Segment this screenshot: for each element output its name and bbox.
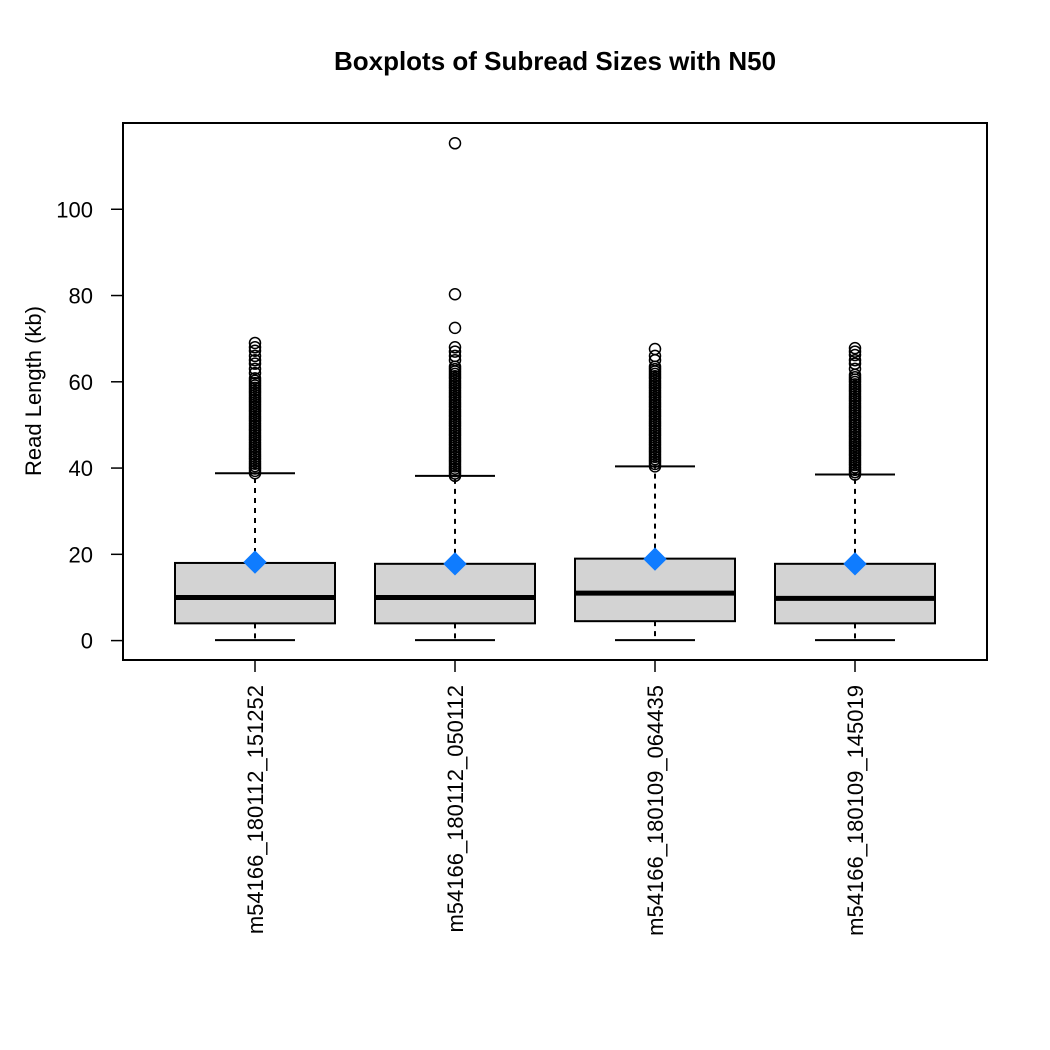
outlier-point [648,342,662,356]
outlier-point [848,348,862,362]
y-tick-label: 20 [69,542,93,567]
outlier-point [248,366,262,380]
outlier-point [448,353,462,367]
y-tick-label: 40 [69,456,93,481]
x-tick-label: m54166_180112_151252 [243,685,268,934]
x-axis: m54166_180112_151252 m54166_180112_050112… [243,660,868,936]
outlier-point [248,341,262,354]
outlier-point [248,344,262,357]
chart-title: Boxplots of Subread Sizes with N50 [334,46,776,76]
outlier-point [448,341,462,354]
n50-marker [843,552,867,576]
outlier-point [848,341,862,355]
outlier-point [448,321,462,335]
box-group [774,341,936,642]
x-tick-label: m54166_180109_064435 [643,685,668,936]
box-group [374,137,536,642]
outlier-point [248,349,262,363]
outlier-point [448,137,462,150]
outlier-point [448,349,462,363]
n50-marker [643,547,667,571]
outlier-point [648,349,662,363]
n50-marker [243,550,267,574]
y-tick-label: 0 [81,629,93,654]
outlier-point [848,362,862,376]
y-axis-label: Read Length (kb) [21,306,46,476]
outlier-point [248,362,262,376]
y-axis: 0 20 40 60 80 100 [56,197,124,654]
outlier-point [448,345,462,358]
outlier-point [248,357,262,370]
x-tick-label: m54166_180112_050112 [443,685,468,933]
box-group [174,336,336,642]
outlier-point [848,353,862,367]
box-group [574,342,736,642]
y-tick-label: 60 [69,370,93,395]
y-tick-label: 80 [69,284,93,309]
y-tick-label: 100 [56,197,93,222]
outlier-point [848,357,862,370]
x-tick-label: m54166_180109_145019 [843,685,868,936]
outlier-point [248,353,262,367]
outlier-point [248,372,262,385]
outlier-point [448,287,462,301]
outlier-point [248,336,262,350]
boxes-layer [174,137,936,642]
n50-marker [443,552,467,576]
outlier-point [848,345,862,358]
